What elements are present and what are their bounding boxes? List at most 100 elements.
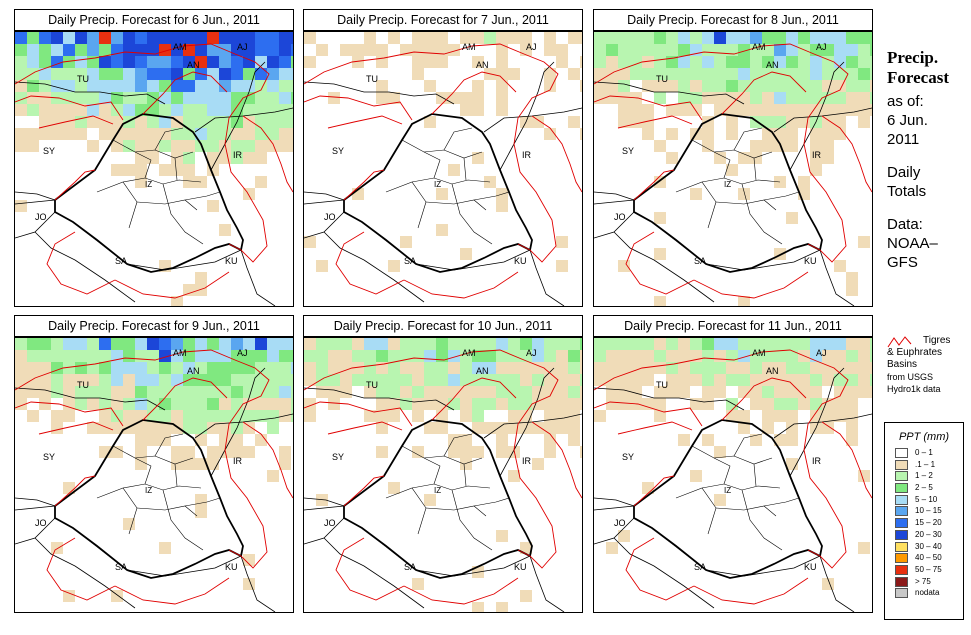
precip-cell (195, 80, 207, 92)
iraq-border (633, 419, 823, 579)
country-border (15, 387, 166, 411)
precip-cell (580, 398, 582, 410)
precip-cell (436, 350, 448, 362)
basin-boundary (403, 577, 519, 605)
precip-cell (243, 92, 255, 104)
precip-cell (544, 422, 556, 434)
precip-cell (726, 338, 738, 350)
precip-cell (255, 140, 267, 152)
precip-cell (267, 398, 279, 410)
basin-boundary (304, 349, 559, 569)
panel-title: Daily Precip. Forecast for 7 Jun., 2011 (303, 9, 583, 31)
precip-cell (858, 56, 870, 68)
precip-grid (15, 32, 293, 306)
precip-cell (858, 374, 870, 386)
province-boundary (451, 183, 493, 245)
precip-cell (762, 92, 774, 104)
map-label: AN (766, 366, 779, 376)
precip-cell (666, 32, 678, 44)
precip-cell (618, 260, 630, 272)
precip-cell (400, 362, 412, 374)
precip-cell (99, 104, 111, 116)
precip-cell (738, 56, 750, 68)
forecast-panel-2: Daily Precip. Forecast for 7 Jun., 2011 … (303, 9, 583, 307)
map-label: AM (173, 42, 187, 52)
precip-cell (207, 338, 219, 350)
precip-cell (27, 410, 39, 422)
precip-cell (726, 374, 738, 386)
province-boundary (134, 457, 152, 485)
precip-cell (243, 104, 255, 116)
precip-cell (822, 338, 834, 350)
precip-cell (666, 374, 678, 386)
precip-cell (171, 458, 183, 470)
precip-cell (714, 350, 726, 362)
precip-cell (556, 386, 568, 398)
basin-boundary (242, 115, 293, 193)
precip-cell (594, 374, 606, 386)
precip-grid (304, 32, 582, 272)
precip-cell (195, 422, 207, 434)
precip-cell (195, 128, 207, 140)
precip-cell (159, 410, 171, 422)
precip-cell (291, 44, 293, 56)
precip-cell (159, 32, 171, 44)
precip-cell (195, 56, 207, 68)
precip-cell (750, 374, 762, 386)
map-label: SY (332, 146, 344, 156)
precip-cell (726, 362, 738, 374)
legend-item: 40 – 50 (885, 553, 963, 565)
province-boundary (443, 433, 473, 457)
map-label: SY (622, 146, 634, 156)
precip-cell (39, 338, 51, 350)
precip-cell (606, 44, 618, 56)
precip-cell (870, 80, 872, 92)
precip-cell (532, 350, 544, 362)
precip-cell (762, 116, 774, 128)
map-label: TU (366, 74, 378, 84)
precip-cell (219, 338, 231, 350)
country-border (15, 199, 56, 205)
legend-swatch (895, 494, 908, 505)
country-border (529, 249, 565, 306)
precip-cell (51, 68, 63, 80)
precip-cell (195, 350, 207, 362)
precip-cell (774, 32, 786, 44)
precip-cell (508, 338, 520, 350)
precip-cell (87, 44, 99, 56)
precip-cell (774, 104, 786, 116)
precip-cell (750, 140, 762, 152)
precip-cell (750, 152, 762, 164)
precip-cell (424, 386, 436, 398)
precip-cell (51, 374, 63, 386)
map-label: JO (324, 212, 336, 222)
legend-label: 0 – 1 (915, 448, 933, 457)
precip-cell (822, 410, 834, 422)
precip-cell (376, 80, 388, 92)
iraq-border (54, 419, 244, 579)
asof-year: 2011 (887, 131, 920, 148)
precip-cell (424, 80, 436, 92)
precip-cell (364, 350, 376, 362)
precip-cell (376, 398, 388, 410)
precip-cell (111, 104, 123, 116)
precip-cell (436, 224, 448, 236)
precip-cell (39, 374, 51, 386)
precip-cell (159, 80, 171, 92)
precip-cell (618, 338, 630, 350)
precip-cell (123, 164, 135, 176)
precip-cell (352, 56, 364, 68)
precip-cell (147, 338, 159, 350)
precip-cell (630, 116, 642, 128)
precip-cell (412, 32, 424, 44)
precip-cell (243, 152, 255, 164)
precip-cell (219, 32, 231, 44)
precip-cell (798, 92, 810, 104)
precip-cell (15, 338, 27, 350)
precip-cell (496, 56, 508, 68)
precip-cell (798, 56, 810, 68)
precip-cell (762, 104, 774, 116)
precip-cell (364, 362, 376, 374)
precip-cell (520, 590, 532, 602)
map-label: AM (752, 42, 766, 52)
